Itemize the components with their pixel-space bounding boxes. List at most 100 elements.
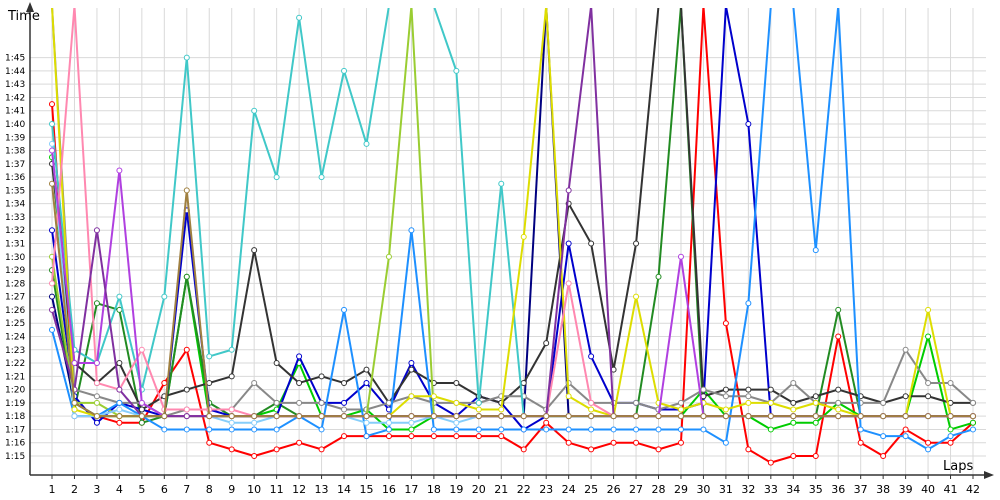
data-point [835, 306, 842, 313]
data-point [273, 360, 280, 367]
data-point [183, 413, 190, 420]
data-point [318, 174, 325, 181]
x-tick-label: 35 [809, 483, 823, 496]
data-point [71, 360, 78, 367]
data-point [228, 346, 235, 353]
data-point [633, 439, 640, 446]
data-point [745, 399, 752, 406]
data-point [588, 353, 595, 360]
data-point [228, 373, 235, 380]
x-tick-label: 7 [183, 483, 190, 496]
data-point [722, 393, 729, 400]
data-point [430, 426, 437, 433]
y-tick-label: 1:19 [5, 399, 25, 409]
data-point [453, 413, 460, 420]
data-point [251, 379, 258, 386]
series-line [51, 8, 974, 451]
data-point [49, 326, 55, 333]
data-point [812, 453, 819, 459]
x-tick-label: 38 [876, 483, 890, 496]
data-point [408, 413, 415, 420]
data-point [138, 419, 145, 426]
x-tick-label: 5 [138, 483, 145, 496]
y-tick-label: 1:25 [5, 319, 25, 329]
series-line [51, 8, 973, 411]
x-tick-label: 39 [899, 483, 913, 496]
data-point [722, 439, 729, 446]
data-point [745, 121, 752, 127]
y-tick-label: 1:32 [5, 226, 25, 236]
data-point [363, 413, 370, 420]
x-tick-label: 21 [494, 483, 508, 496]
x-tick-label: 10 [247, 483, 261, 496]
data-point [902, 426, 909, 433]
y-tick-label: 1:31 [5, 240, 25, 250]
x-tick-label: 11 [270, 483, 284, 496]
data-point [408, 227, 415, 234]
data-point [857, 426, 864, 433]
x-tick-label: 2 [71, 483, 78, 496]
data-point [49, 227, 55, 234]
data-point [116, 167, 123, 174]
data-point [116, 406, 123, 413]
x-tick-label: 18 [427, 483, 441, 496]
data-point [925, 413, 932, 420]
data-point [925, 393, 932, 400]
data-point [767, 413, 774, 420]
data-point [318, 446, 325, 453]
data-point [296, 353, 303, 360]
data-point [93, 360, 100, 367]
data-point [745, 300, 752, 307]
data-point [363, 433, 370, 440]
y-tick-label: 1:39 [5, 133, 25, 143]
data-point [745, 386, 752, 393]
data-point [565, 187, 572, 194]
x-tick-labels: 1 2 3 4 5 6 7 8 9 10 11 12 13 14 15 16 17 18 19 20 21 22 23 24 2… [49, 483, 981, 496]
x-tick-label: 26 [607, 483, 621, 496]
data-point [722, 386, 729, 393]
data-point [588, 446, 595, 453]
x-tick-label: 4 [116, 483, 123, 496]
y-tick-label: 1:23 [5, 346, 25, 356]
data-point [970, 419, 976, 426]
data-point [251, 247, 258, 254]
x-tick-label: 3 [93, 483, 100, 496]
x-tick-label: 17 [404, 483, 418, 496]
y-tick-label: 1:26 [5, 306, 25, 316]
y-tick-label: 1:37 [5, 160, 25, 170]
data-point [49, 293, 55, 300]
data-point [677, 406, 684, 413]
data-point [183, 346, 190, 353]
data-point [408, 419, 415, 426]
data-point [183, 187, 190, 194]
data-point [341, 413, 348, 420]
data-point [677, 399, 684, 406]
data-point [228, 419, 235, 426]
data-point [49, 121, 55, 127]
data-point [835, 399, 842, 406]
data-point [543, 413, 550, 420]
data-point [385, 433, 392, 440]
x-tick-label: 22 [517, 483, 531, 496]
data-point [767, 386, 774, 393]
data-point [677, 439, 684, 446]
data-point [925, 379, 932, 386]
x-tick-label: 28 [652, 483, 666, 496]
data-point [453, 433, 460, 440]
data-point [93, 300, 100, 307]
data-point [812, 247, 819, 254]
y-tick-label: 1:27 [5, 293, 25, 303]
data-point [700, 386, 707, 393]
data-point [296, 14, 303, 21]
y-tick-label: 1:21 [5, 372, 25, 382]
data-point [902, 346, 909, 353]
y-axis-title: Time [7, 9, 40, 24]
data-point [116, 386, 123, 393]
data-point [655, 273, 662, 280]
y-tick-label: 1:30 [5, 253, 25, 263]
data-point [745, 446, 752, 453]
data-point [588, 399, 595, 406]
y-tick-label: 1:20 [5, 386, 25, 396]
data-point [385, 413, 392, 420]
data-point [116, 306, 123, 313]
